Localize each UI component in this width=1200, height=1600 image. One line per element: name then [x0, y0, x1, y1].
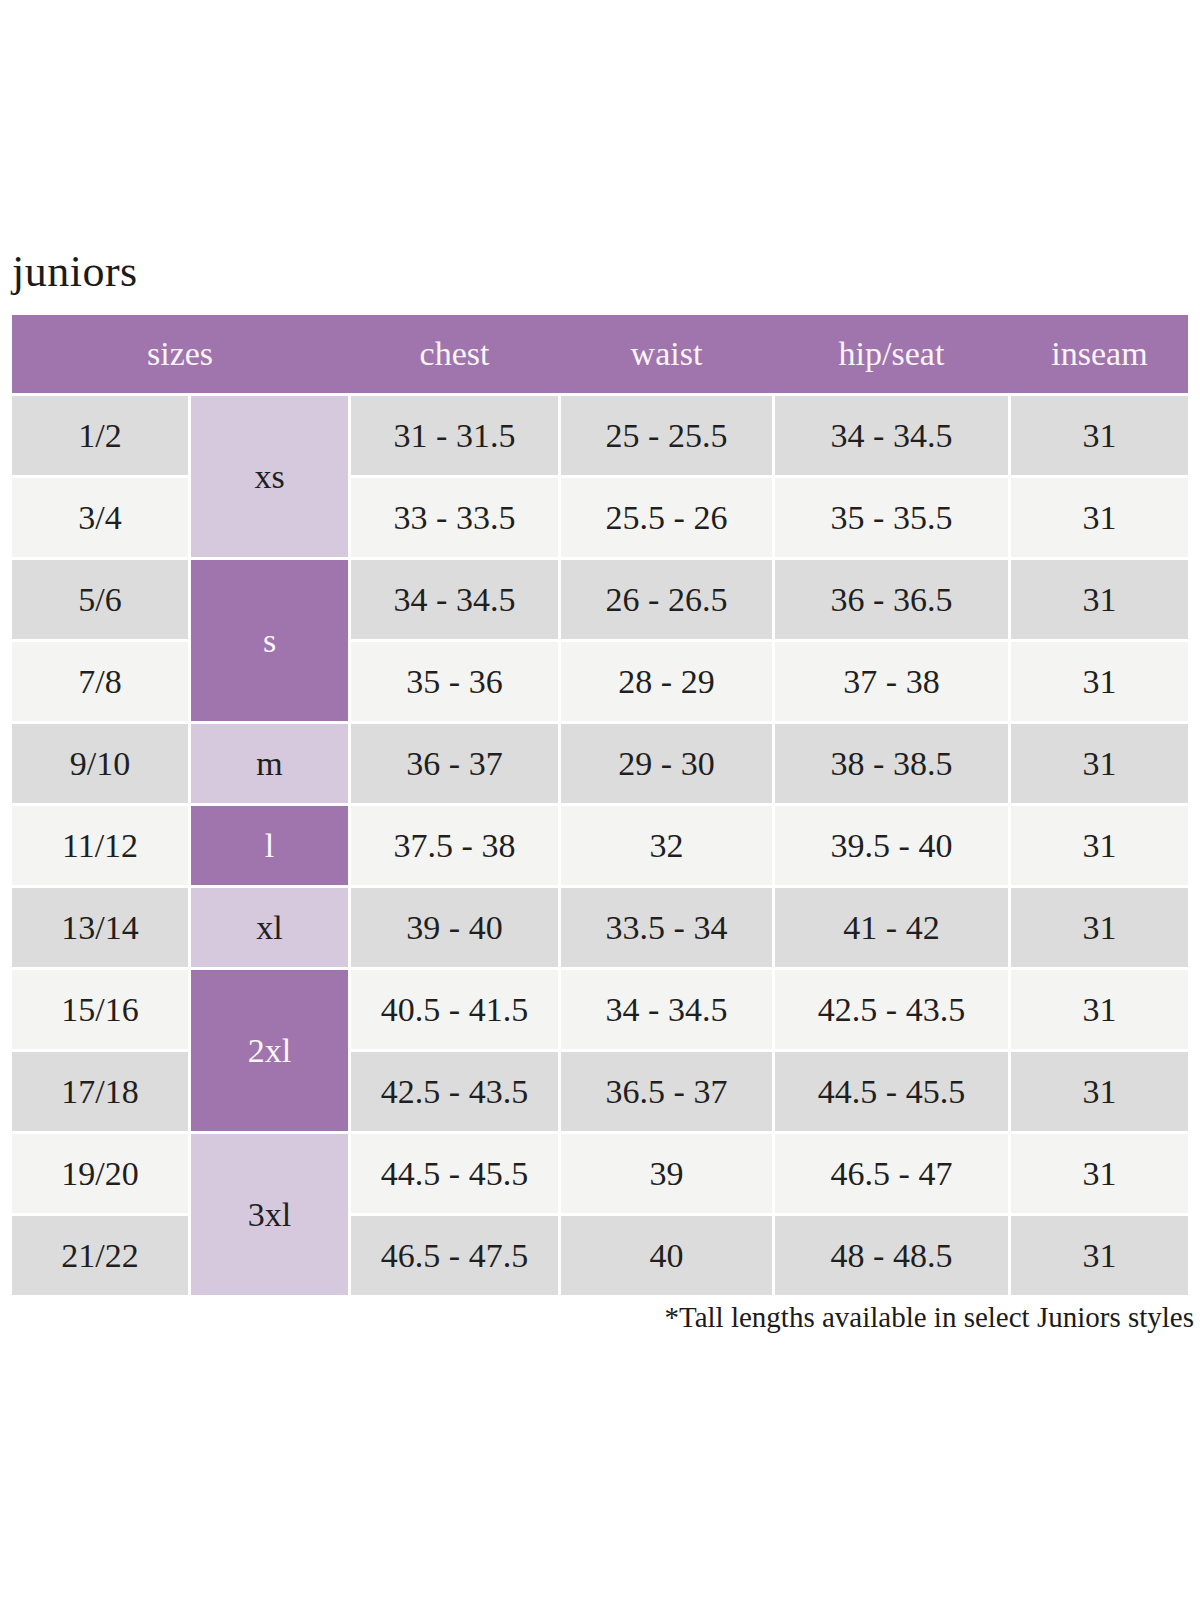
waist-cell: 34 - 34.5 [561, 970, 772, 1049]
chest-cell: 35 - 36 [351, 642, 558, 721]
inseam-cell: 31 [1011, 396, 1188, 475]
page-title: juniors [12, 246, 138, 297]
size-cell: 11/12 [12, 806, 188, 885]
waist-cell: 25 - 25.5 [561, 396, 772, 475]
size-cell: 5/6 [12, 560, 188, 639]
footnote: *Tall lengths available in select Junior… [664, 1301, 1194, 1334]
inseam-cell: 31 [1011, 806, 1188, 885]
size-cell: 13/14 [12, 888, 188, 967]
juniors-size-chart-page: juniors sizes chest waist hip/seat insea… [0, 0, 1200, 1600]
inseam-cell: 31 [1011, 1052, 1188, 1131]
size-cell: 9/10 [12, 724, 188, 803]
hip-seat-cell: 37 - 38 [775, 642, 1008, 721]
size-group-cell-3xl: 3xl [191, 1134, 348, 1295]
column-header-sizes: sizes [12, 315, 348, 393]
hip-seat-cell: 36 - 36.5 [775, 560, 1008, 639]
chest-cell: 34 - 34.5 [351, 560, 558, 639]
size-cell: 19/20 [12, 1134, 188, 1213]
chest-cell: 37.5 - 38 [351, 806, 558, 885]
inseam-cell: 31 [1011, 560, 1188, 639]
size-cell: 15/16 [12, 970, 188, 1049]
size-cell: 7/8 [12, 642, 188, 721]
hip-seat-cell: 35 - 35.5 [775, 478, 1008, 557]
size-group-cell-2xl: 2xl [191, 970, 348, 1131]
waist-cell: 39 [561, 1134, 772, 1213]
inseam-cell: 31 [1011, 888, 1188, 967]
waist-cell: 40 [561, 1216, 772, 1295]
table-header-row: sizes chest waist hip/seat inseam [12, 315, 1188, 393]
waist-cell: 28 - 29 [561, 642, 772, 721]
size-group-cell-l: l [191, 806, 348, 885]
chest-cell: 40.5 - 41.5 [351, 970, 558, 1049]
column-header-waist: waist [561, 315, 772, 393]
size-group-cell-xl: xl [191, 888, 348, 967]
size-cell: 1/2 [12, 396, 188, 475]
waist-cell: 36.5 - 37 [561, 1052, 772, 1131]
size-cell: 21/22 [12, 1216, 188, 1295]
size-group-cell-xs: xs [191, 396, 348, 557]
inseam-cell: 31 [1011, 724, 1188, 803]
chest-cell: 39 - 40 [351, 888, 558, 967]
chest-cell: 46.5 - 47.5 [351, 1216, 558, 1295]
column-header-inseam: inseam [1011, 315, 1188, 393]
inseam-cell: 31 [1011, 478, 1188, 557]
inseam-cell: 31 [1011, 1134, 1188, 1213]
chest-cell: 44.5 - 45.5 [351, 1134, 558, 1213]
chest-cell: 31 - 31.5 [351, 396, 558, 475]
inseam-cell: 31 [1011, 970, 1188, 1049]
hip-seat-cell: 44.5 - 45.5 [775, 1052, 1008, 1131]
hip-seat-cell: 48 - 48.5 [775, 1216, 1008, 1295]
inseam-cell: 31 [1011, 642, 1188, 721]
chest-cell: 36 - 37 [351, 724, 558, 803]
waist-cell: 29 - 30 [561, 724, 772, 803]
hip-seat-cell: 39.5 - 40 [775, 806, 1008, 885]
hip-seat-cell: 42.5 - 43.5 [775, 970, 1008, 1049]
hip-seat-cell: 38 - 38.5 [775, 724, 1008, 803]
hip-seat-cell: 46.5 - 47 [775, 1134, 1008, 1213]
juniors-size-table: sizes chest waist hip/seat inseam 1/2 xs… [12, 315, 1188, 1295]
size-group-cell-m: m [191, 724, 348, 803]
size-cell: 3/4 [12, 478, 188, 557]
waist-cell: 25.5 - 26 [561, 478, 772, 557]
chest-cell: 42.5 - 43.5 [351, 1052, 558, 1131]
column-header-hip-seat: hip/seat [775, 315, 1008, 393]
hip-seat-cell: 41 - 42 [775, 888, 1008, 967]
waist-cell: 26 - 26.5 [561, 560, 772, 639]
size-cell: 17/18 [12, 1052, 188, 1131]
chest-cell: 33 - 33.5 [351, 478, 558, 557]
waist-cell: 32 [561, 806, 772, 885]
size-group-cell-s: s [191, 560, 348, 721]
waist-cell: 33.5 - 34 [561, 888, 772, 967]
column-header-chest: chest [351, 315, 558, 393]
hip-seat-cell: 34 - 34.5 [775, 396, 1008, 475]
inseam-cell: 31 [1011, 1216, 1188, 1295]
